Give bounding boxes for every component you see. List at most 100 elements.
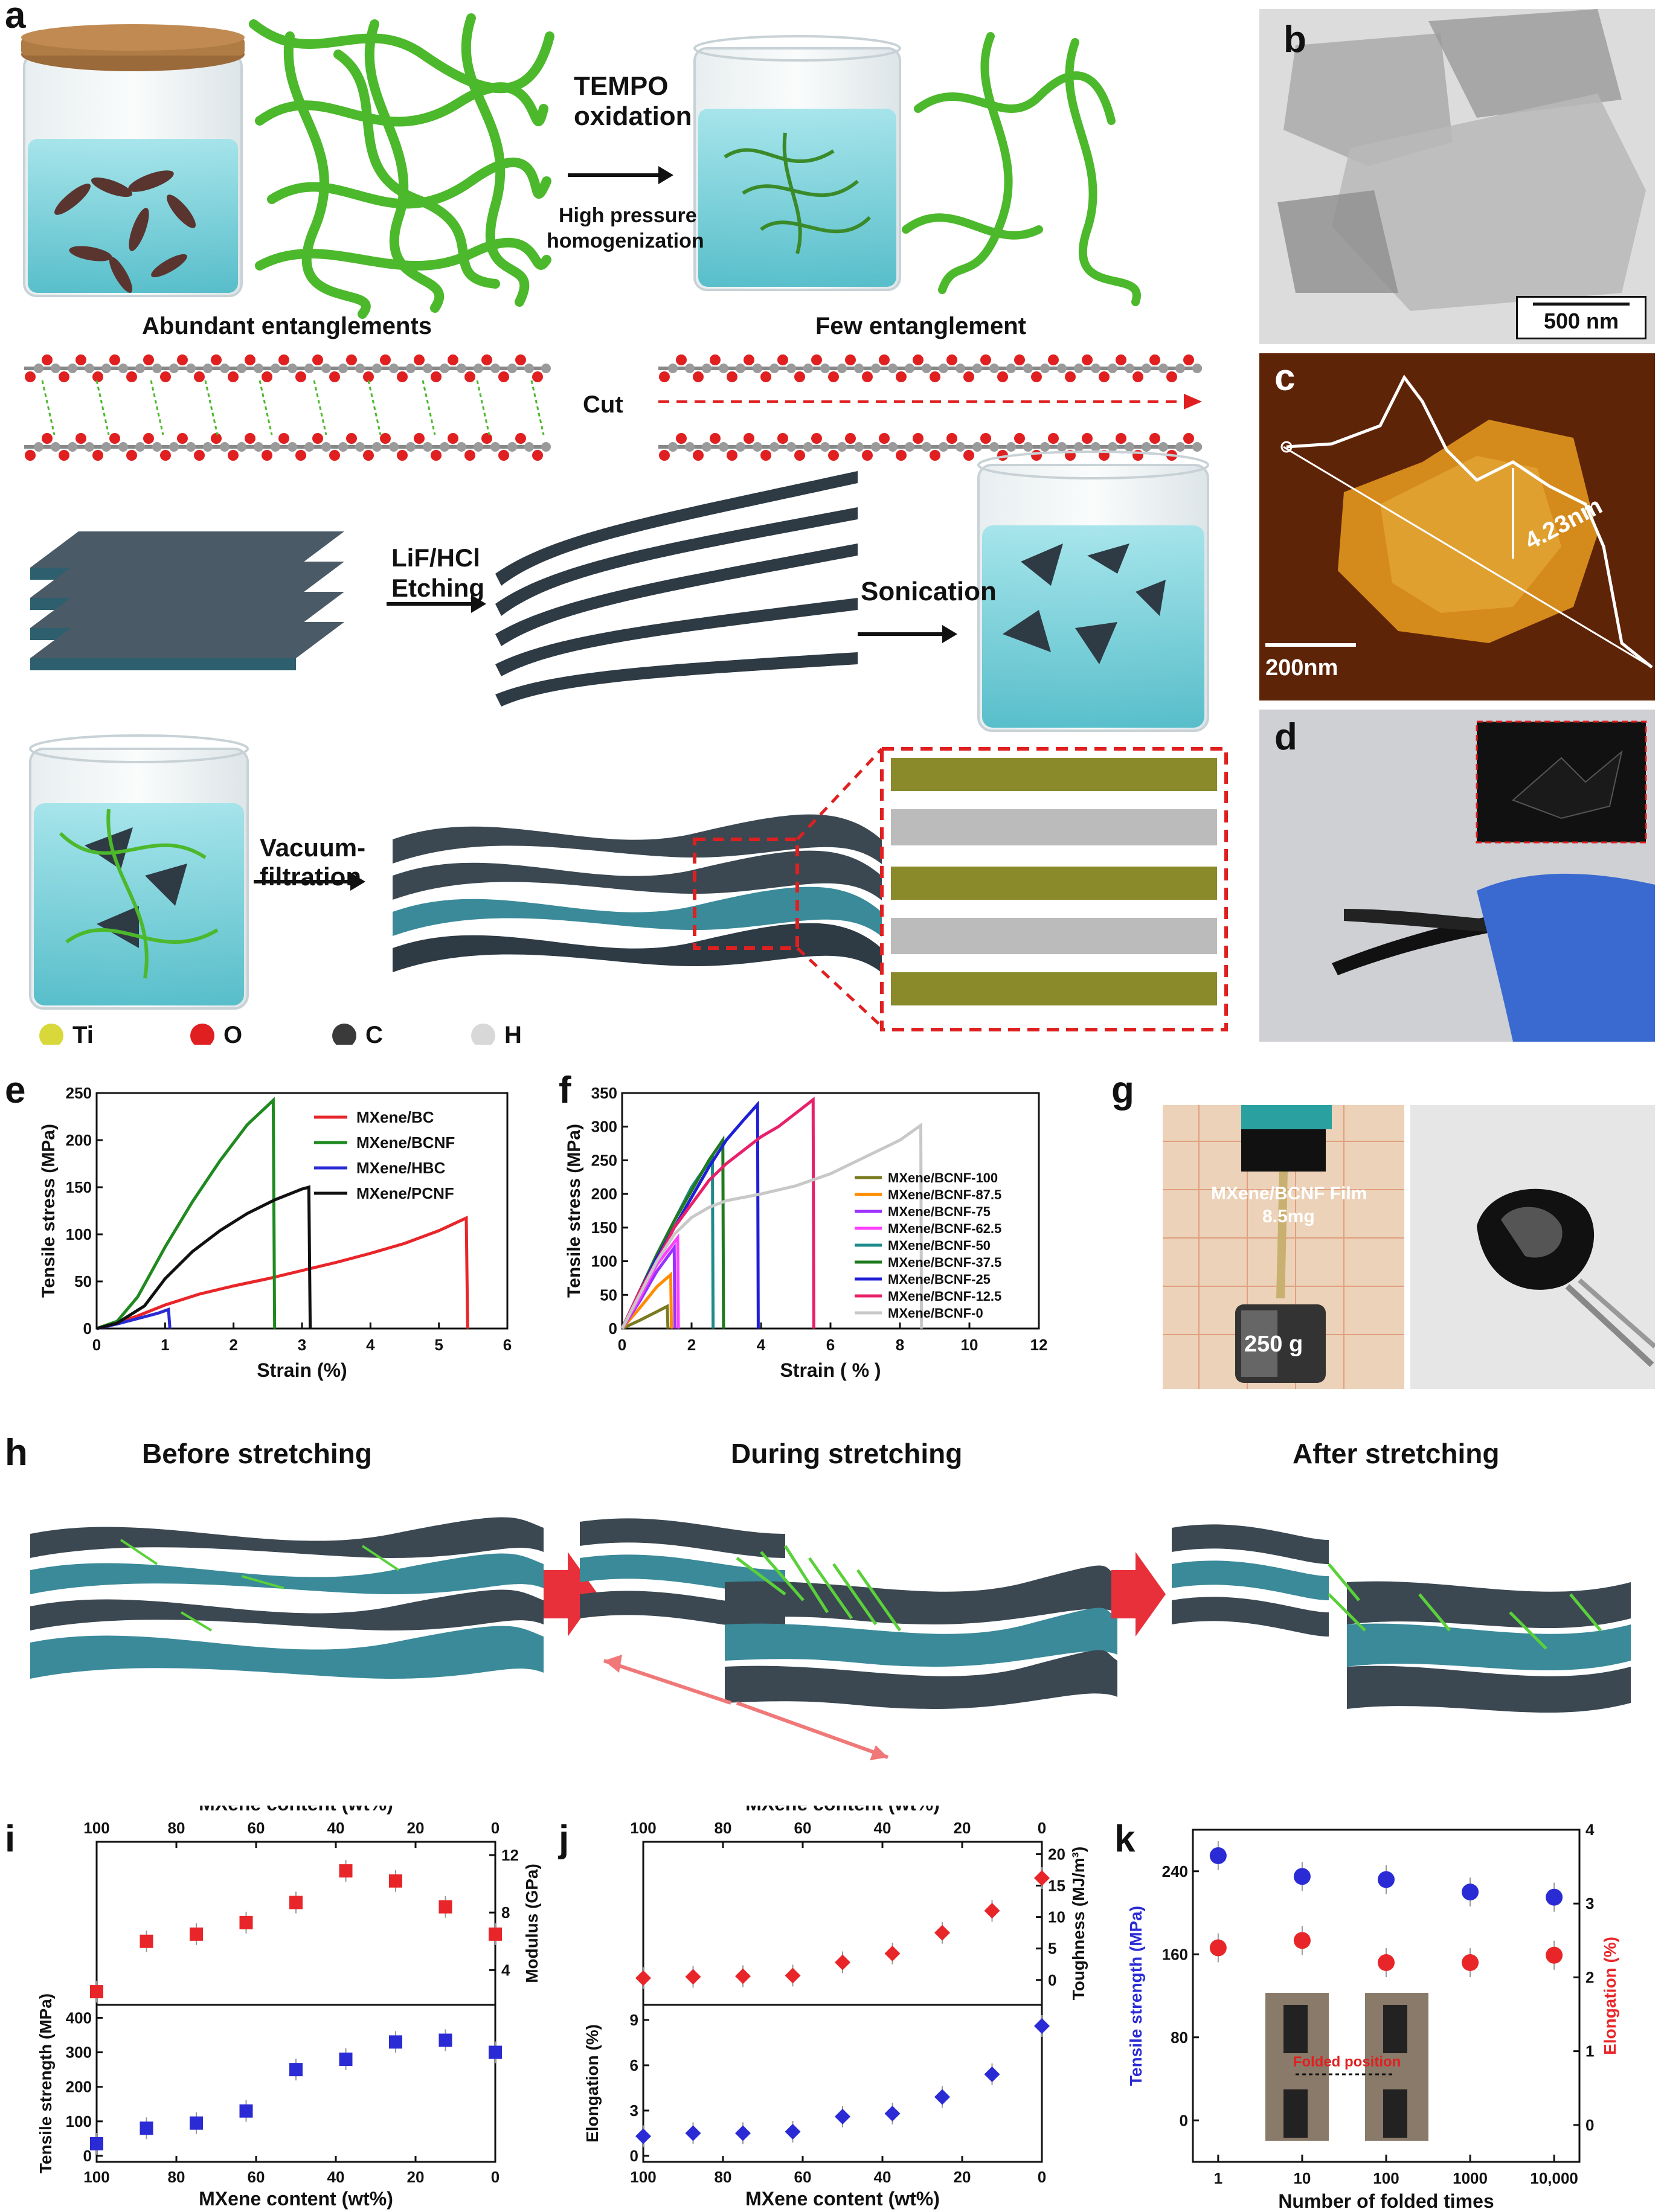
tempo-label-2: oxidation — [574, 101, 692, 131]
oxygen-atom — [896, 371, 907, 382]
x-tick-label: 1 — [161, 1336, 169, 1354]
arrow-tempo-oxidation — [568, 166, 673, 184]
oxygen-atom — [498, 371, 509, 382]
data-point — [635, 2128, 651, 2144]
oxygen-atom — [515, 354, 526, 365]
carbon-atom — [524, 364, 534, 373]
carbon-atom — [118, 364, 128, 373]
y-tick-label: 0 — [83, 1319, 92, 1338]
x-axis-title: Strain ( % ) — [780, 1359, 881, 1381]
oxygen-atom — [194, 450, 205, 461]
panel-label-e: e — [5, 1069, 26, 1111]
data-point — [438, 1900, 452, 1914]
entangled-cellulose-fibers — [249, 13, 554, 319]
carbon-atom — [355, 442, 365, 452]
oxygen-atom — [464, 450, 475, 461]
data-point — [1462, 1954, 1479, 1971]
carbon-atom — [939, 442, 948, 452]
etching-label-1: LiF/HCl — [391, 543, 480, 572]
carbon-atom — [101, 364, 111, 373]
x-tick-label: 40 — [327, 2168, 345, 2186]
oxygen-atom — [913, 433, 924, 444]
oxygen-atom — [1014, 433, 1025, 444]
oxygen-atom — [346, 354, 357, 365]
mxene-etched-multilayer — [495, 471, 858, 707]
carbon-atom — [668, 364, 678, 373]
oxygen-atom — [448, 433, 458, 444]
top-x-tick-label: 20 — [407, 1819, 425, 1837]
data-point — [785, 1967, 801, 1984]
oxygen-atom — [930, 450, 940, 461]
carbon-atom — [186, 364, 196, 373]
oxygen-atom — [710, 433, 721, 444]
x-tick-label: 10,000 — [1530, 2169, 1578, 2187]
panel-label-i: i — [5, 1818, 16, 1860]
carbon-atom — [1091, 364, 1100, 373]
oxygen-atom — [777, 433, 788, 444]
y-tick-label: 150 — [591, 1219, 617, 1237]
panel-label-c: c — [1274, 357, 1296, 399]
oxygen-atom — [997, 371, 1008, 382]
oxygen-atom — [659, 371, 670, 382]
x-tick-label: 80 — [715, 2168, 732, 2186]
oxygen-atom — [414, 433, 425, 444]
oxygen-atom — [481, 433, 492, 444]
x-tick-label: 0 — [491, 2168, 500, 2186]
carbon-atom — [169, 364, 179, 373]
oxygen-atom — [431, 450, 442, 461]
legend-label: MXene/BCNF-87.5 — [888, 1187, 1001, 1202]
y-tick-label: 6 — [630, 2056, 638, 2074]
top-x-tick-label: 0 — [491, 1819, 500, 1837]
carbon-atom — [355, 364, 365, 373]
afm-nanosheet — [1259, 353, 1655, 700]
afm-scalebar — [1265, 643, 1356, 647]
oxygen-atom — [1031, 450, 1042, 461]
rolled-film-tweezers — [1410, 1105, 1655, 1389]
carbon-atom — [474, 442, 483, 452]
data-point — [1034, 2018, 1050, 2034]
carbon-atom — [939, 364, 948, 373]
data-point — [884, 2106, 901, 2121]
data-point — [289, 2063, 303, 2077]
y-tick-label: 12 — [501, 1846, 519, 1864]
oxygen-atom — [278, 433, 289, 444]
oxygen-atom — [532, 450, 543, 461]
rolled-film-photo — [1410, 1105, 1655, 1389]
carbon-atom — [541, 442, 551, 452]
film-label-2: 8.5mg — [1262, 1207, 1315, 1226]
oxygen-atom — [1099, 371, 1110, 382]
oxygen-atom — [262, 371, 272, 382]
top-x-tick-label: 60 — [794, 1819, 812, 1837]
carbon-atom — [118, 442, 128, 452]
carbon-atom — [220, 442, 230, 452]
carbon-atom — [1091, 442, 1100, 452]
carbon-atom — [135, 364, 145, 373]
carbon-atom — [254, 364, 263, 373]
oxygen-atom — [1116, 354, 1126, 365]
carbon-atom — [490, 442, 500, 452]
carbon-atom — [254, 442, 263, 452]
carbon-atom — [406, 442, 416, 452]
oxygen-atom — [312, 354, 323, 365]
vacuum-label-2: filtration — [260, 862, 361, 891]
data-point — [1546, 1888, 1563, 1906]
carbon-atom — [1023, 364, 1033, 373]
film-label-1: MXene/BCNF Film — [1211, 1184, 1367, 1204]
carbon-atom — [854, 442, 864, 452]
oxygen-atom — [160, 450, 171, 461]
weight-label: 250 g — [1244, 1332, 1303, 1357]
y-tick-label: 200 — [591, 1185, 617, 1203]
carbon-atom — [389, 364, 399, 373]
oxygen-atom — [312, 433, 323, 444]
oxygen-atom — [380, 433, 391, 444]
data-point — [289, 1896, 303, 1909]
x-tick-label: 0 — [92, 1336, 101, 1354]
carbon-atom — [152, 442, 162, 452]
oxygen-atom — [177, 354, 188, 365]
hydrogen-bond — [41, 380, 56, 435]
carbon-atom — [1192, 364, 1202, 373]
tem-image — [1259, 9, 1655, 344]
panel-label-g: g — [1111, 1069, 1134, 1111]
tem-scalebar-box: 500 nm — [1516, 296, 1646, 339]
